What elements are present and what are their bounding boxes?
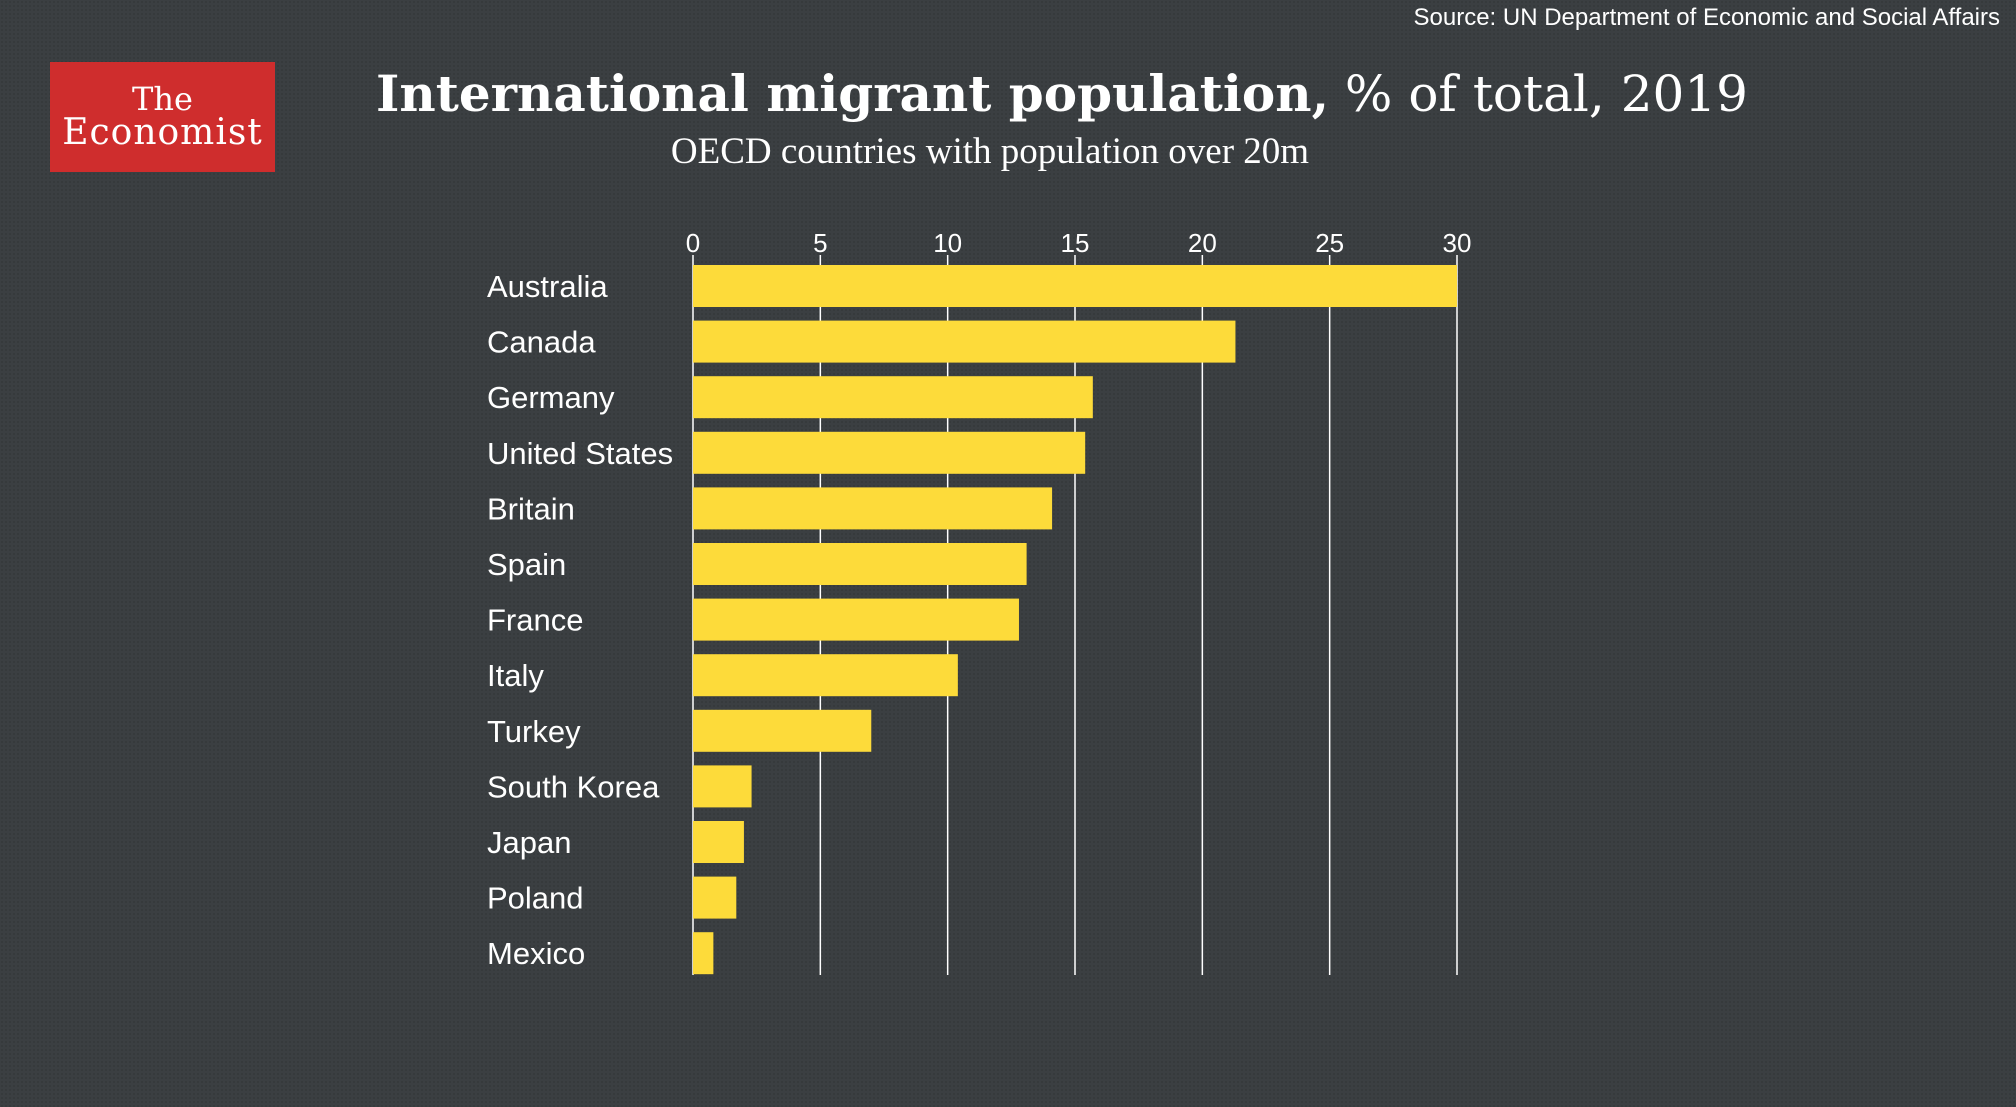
x-tick-label: 25 <box>1315 228 1344 258</box>
category-label: Spain <box>487 547 566 582</box>
category-label: France <box>487 603 583 638</box>
chart-title-rest: % of total, 2019 <box>1329 65 1748 123</box>
bar <box>693 765 752 808</box>
category-label: Canada <box>487 325 596 360</box>
source-note: Source: UN Department of Economic and So… <box>1413 4 2001 31</box>
x-tick-label: 20 <box>1188 228 1217 258</box>
category-label: Poland <box>487 881 584 916</box>
chart-subtitle: OECD countries with population over 20m <box>0 130 1980 173</box>
bar <box>693 654 958 697</box>
economist-logo: The Economist <box>50 62 275 172</box>
category-labels: Australia Canada Germany United States Brita… <box>487 269 673 971</box>
bar <box>693 709 872 752</box>
category-label: Mexico <box>487 936 585 971</box>
category-label: United States <box>487 436 673 471</box>
category-label: Australia <box>487 269 608 304</box>
chart-title: International migrant population, % of t… <box>376 64 1748 123</box>
category-label: Germany <box>487 380 615 415</box>
chart-title-bold: International migrant population, <box>376 64 1330 123</box>
bars <box>693 265 1457 975</box>
category-label: Japan <box>487 825 571 860</box>
logo-line-2: Economist <box>62 112 263 153</box>
bar <box>693 376 1093 419</box>
bar <box>693 821 744 863</box>
bar <box>693 543 1027 585</box>
category-label: Britain <box>487 491 575 526</box>
bar <box>693 265 1457 307</box>
logo-line-1: The <box>132 80 193 118</box>
bar <box>693 487 1053 530</box>
x-tick-label: 30 <box>1443 228 1472 258</box>
category-label: Turkey <box>487 714 581 749</box>
tick-labels: 0 5 10 15 20 25 30 <box>686 228 1472 258</box>
chart-subtitle-text: OECD countries with population over 20m <box>670 131 1310 172</box>
bar <box>693 320 1236 363</box>
bar <box>693 932 714 975</box>
x-tick-label: 10 <box>933 228 962 258</box>
x-tick-label: 15 <box>1061 228 1090 258</box>
bar <box>693 431 1086 474</box>
x-tick-label: 0 <box>686 228 700 258</box>
bar <box>693 876 737 919</box>
category-label: Italy <box>487 658 544 693</box>
x-tick-label: 5 <box>813 228 827 258</box>
bar <box>693 598 1019 641</box>
category-label: South Korea <box>487 769 660 804</box>
